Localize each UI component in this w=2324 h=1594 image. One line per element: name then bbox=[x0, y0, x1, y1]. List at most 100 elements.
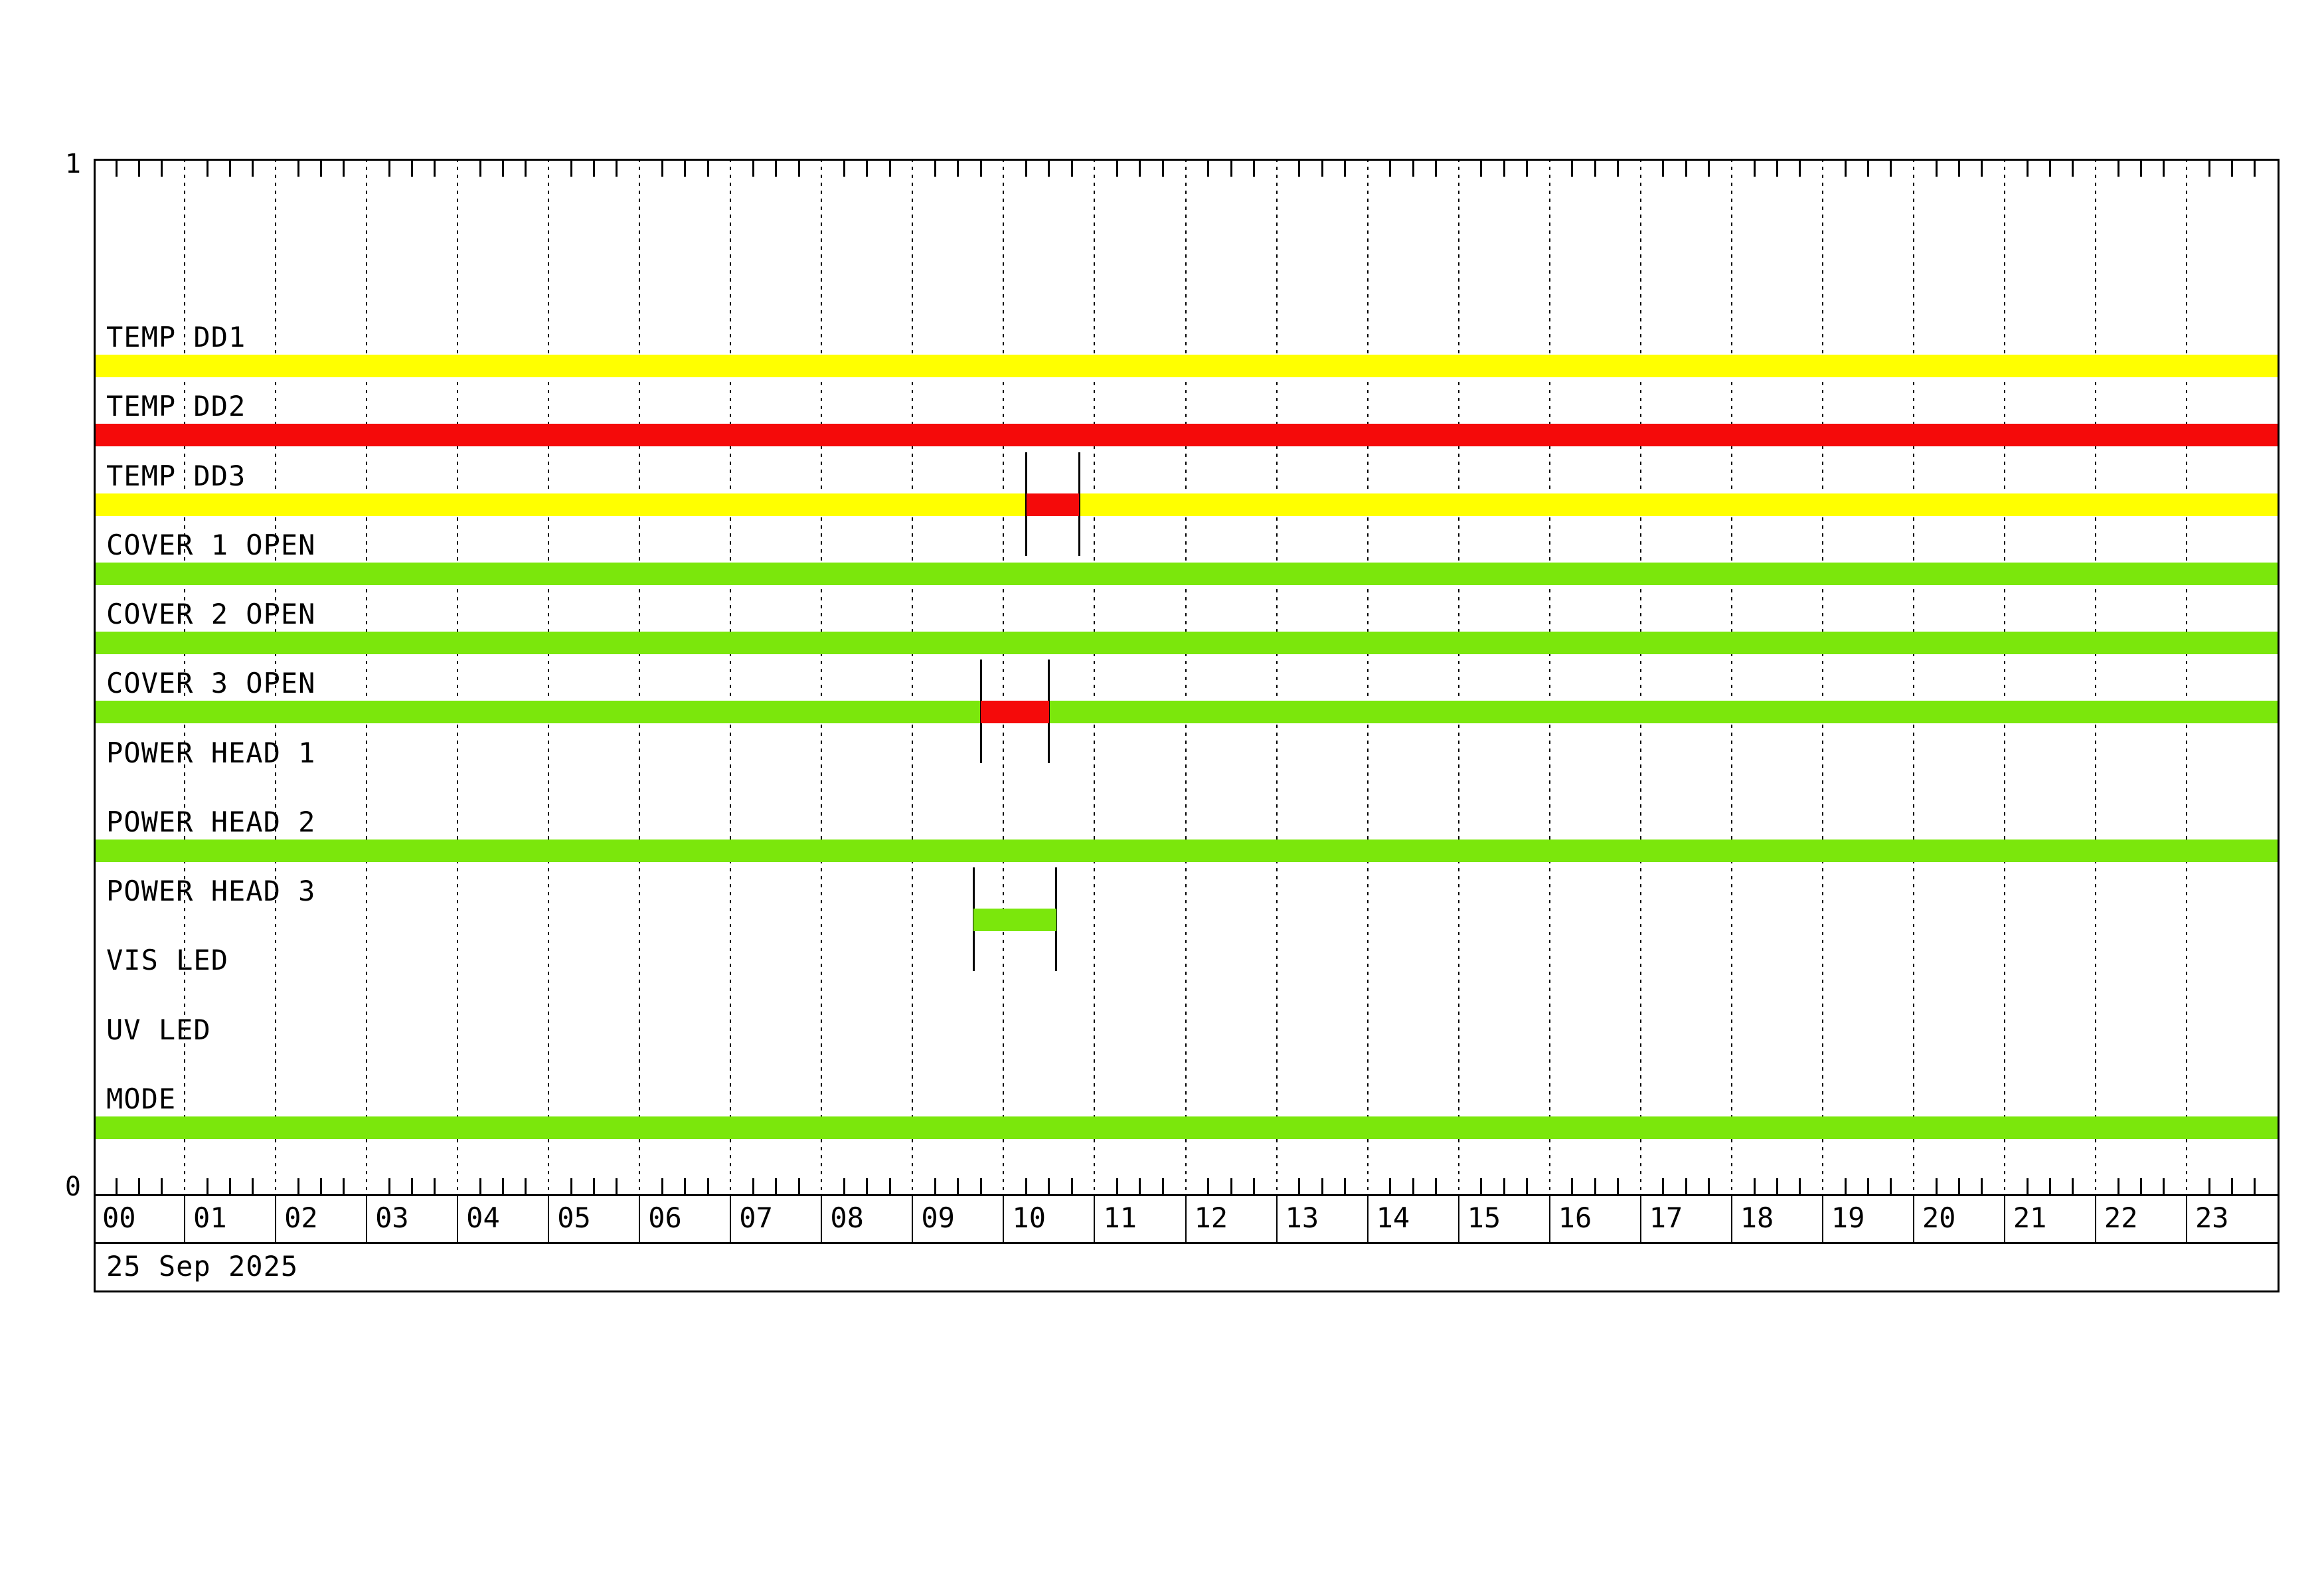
quarter-tick-bottom bbox=[843, 1178, 846, 1194]
quarter-tick-bottom bbox=[320, 1178, 323, 1194]
quarter-tick-bottom bbox=[161, 1178, 163, 1194]
quarter-tick-bottom bbox=[1753, 1178, 1756, 1194]
quarter-tick-bottom bbox=[775, 1178, 778, 1194]
quarter-tick-bottom bbox=[1799, 1178, 1801, 1194]
status-bar-segment bbox=[981, 701, 1049, 724]
row-label: TEMP DD3 bbox=[106, 459, 246, 492]
quarter-tick-bottom bbox=[706, 1178, 709, 1194]
quarter-tick-top bbox=[434, 161, 436, 177]
x-axis-line bbox=[94, 1194, 2280, 1196]
hour-label: 06 bbox=[648, 1201, 682, 1234]
quarter-tick-bottom bbox=[229, 1178, 232, 1194]
gridline-hour bbox=[2185, 159, 2187, 1194]
quarter-tick-top bbox=[2026, 161, 2029, 177]
hour-cell-separator bbox=[639, 1194, 641, 1242]
quarter-tick-top bbox=[1412, 161, 1414, 177]
gridline-hour bbox=[1185, 159, 1187, 1194]
quarter-tick-top bbox=[843, 161, 846, 177]
quarter-tick-top bbox=[1025, 161, 1028, 177]
gridline-hour bbox=[184, 159, 186, 1194]
y-axis-tick-label-top: 1 bbox=[64, 149, 81, 179]
quarter-tick-top bbox=[1957, 161, 1960, 177]
status-bar-segment bbox=[94, 355, 2278, 377]
hour-label: 04 bbox=[466, 1201, 500, 1234]
quarter-tick-top bbox=[1321, 161, 1323, 177]
hour-cell-separator bbox=[2003, 1194, 2005, 1242]
quarter-tick-top bbox=[2072, 161, 2074, 177]
quarter-tick-top bbox=[775, 161, 778, 177]
quarter-tick-top bbox=[1343, 161, 1346, 177]
date-label: 25 Sep 2025 bbox=[106, 1250, 299, 1283]
quarter-tick-bottom bbox=[2117, 1178, 2119, 1194]
quarter-tick-top bbox=[1161, 161, 1164, 177]
quarter-tick-bottom bbox=[1480, 1178, 1483, 1194]
gridline-hour bbox=[275, 159, 277, 1194]
y-axis-tick-label-bottom: 0 bbox=[64, 1172, 81, 1202]
plot-border-top bbox=[94, 159, 2280, 161]
hour-cell-separator bbox=[2185, 1194, 2187, 1242]
quarter-tick-top bbox=[616, 161, 618, 177]
hour-label: 18 bbox=[1740, 1201, 1774, 1234]
gridline-hour bbox=[730, 159, 732, 1194]
quarter-tick-bottom bbox=[797, 1178, 800, 1194]
gridline-hour bbox=[1730, 159, 1732, 1194]
event-whisker bbox=[1048, 660, 1050, 764]
quarter-tick-bottom bbox=[1139, 1178, 1141, 1194]
hour-label: 10 bbox=[1012, 1201, 1046, 1234]
quarter-tick-bottom bbox=[1890, 1178, 1892, 1194]
hour-label: 17 bbox=[1649, 1201, 1683, 1234]
gridline-hour bbox=[2003, 159, 2005, 1194]
quarter-tick-top bbox=[1434, 161, 1437, 177]
quarter-tick-bottom bbox=[1230, 1178, 1232, 1194]
quarter-tick-top bbox=[1048, 161, 1050, 177]
quarter-tick-top bbox=[1116, 161, 1119, 177]
quarter-tick-bottom bbox=[2208, 1178, 2210, 1194]
gridline-hour bbox=[1639, 159, 1641, 1194]
quarter-tick-bottom bbox=[2072, 1178, 2074, 1194]
hour-label: 07 bbox=[739, 1201, 773, 1234]
row-label: POWER HEAD 2 bbox=[106, 805, 316, 838]
quarter-tick-bottom bbox=[1957, 1178, 1960, 1194]
status-bar-segment bbox=[94, 632, 2278, 655]
hour-cell-separator bbox=[548, 1194, 550, 1242]
quarter-tick-bottom bbox=[2254, 1178, 2256, 1194]
row-label: TEMP DD1 bbox=[106, 321, 246, 353]
quarter-tick-top bbox=[2230, 161, 2233, 177]
status-bar-segment bbox=[94, 701, 2278, 724]
quarter-tick-bottom bbox=[388, 1178, 390, 1194]
quarter-tick-bottom bbox=[525, 1178, 527, 1194]
quarter-tick-top bbox=[1298, 161, 1301, 177]
quarter-tick-top bbox=[1594, 161, 1596, 177]
quarter-tick-bottom bbox=[570, 1178, 572, 1194]
quarter-tick-top bbox=[1844, 161, 1847, 177]
hour-cell-separator bbox=[1548, 1194, 1550, 1242]
quarter-tick-top bbox=[1503, 161, 1505, 177]
quarter-tick-top bbox=[206, 161, 208, 177]
quarter-tick-top bbox=[388, 161, 390, 177]
quarter-tick-bottom bbox=[115, 1178, 118, 1194]
quarter-tick-top bbox=[1776, 161, 1778, 177]
hour-label: 16 bbox=[1558, 1201, 1592, 1234]
hour-cell-separator bbox=[457, 1194, 459, 1242]
quarter-tick-top bbox=[320, 161, 323, 177]
quarter-tick-top bbox=[411, 161, 414, 177]
quarter-tick-bottom bbox=[1776, 1178, 1778, 1194]
quarter-tick-top bbox=[570, 161, 572, 177]
hour-cell-separator bbox=[821, 1194, 823, 1242]
status-bar-segment bbox=[94, 562, 2278, 585]
gridline-hour bbox=[548, 159, 550, 1194]
gridline-hour bbox=[457, 159, 459, 1194]
quarter-tick-top bbox=[1753, 161, 1756, 177]
quarter-tick-bottom bbox=[343, 1178, 345, 1194]
hour-label: 05 bbox=[557, 1201, 591, 1234]
row-label: COVER 2 OPEN bbox=[106, 598, 316, 631]
hour-label: 02 bbox=[284, 1201, 318, 1234]
quarter-tick-bottom bbox=[1412, 1178, 1414, 1194]
quarter-tick-bottom bbox=[1981, 1178, 1983, 1194]
quarter-tick-top bbox=[1935, 161, 1938, 177]
quarter-tick-bottom bbox=[1389, 1178, 1392, 1194]
quarter-tick-top bbox=[1799, 161, 1801, 177]
hour-cell-separator bbox=[366, 1194, 368, 1242]
quarter-tick-top bbox=[866, 161, 869, 177]
